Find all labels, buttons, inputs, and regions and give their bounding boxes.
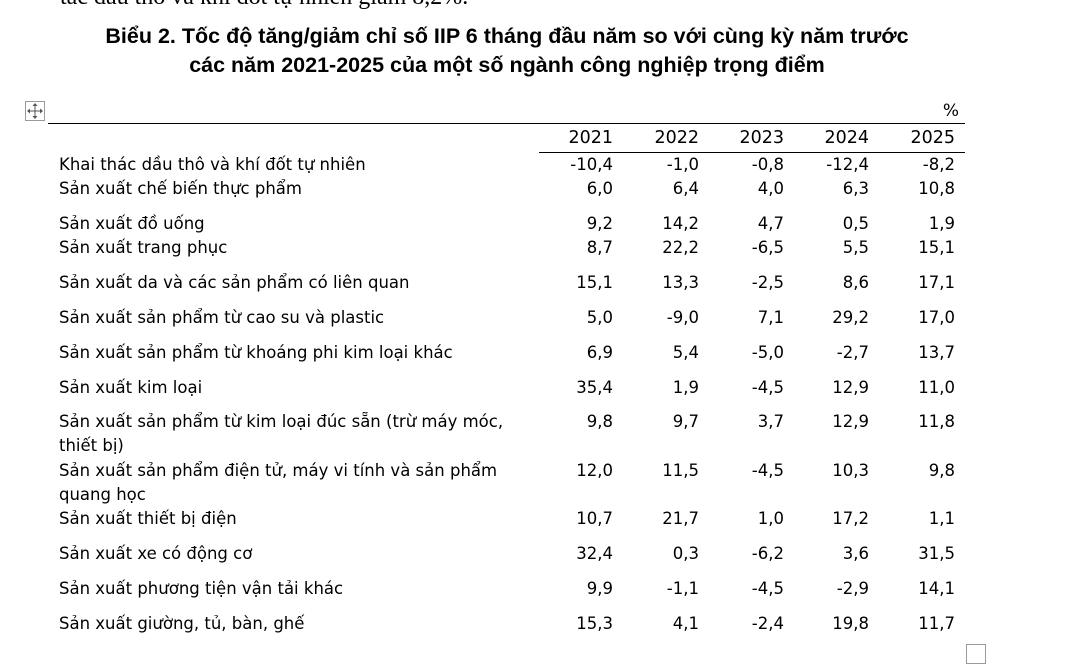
row-label: Khai thác dầu thô và khí đốt tự nhiên [59,155,366,174]
cell-2025: 9,8 [928,461,955,480]
four-way-arrow-icon [27,103,43,119]
cell-2021: 9,8 [586,412,613,431]
column-header-2022: 2022 [654,128,699,148]
cell-2023: 4,7 [757,214,784,233]
cell-2021: 10,7 [576,509,613,528]
cell-2023: 1,0 [757,509,784,528]
cell-2025: 1,9 [928,214,955,233]
cell-2023: 7,1 [757,308,784,327]
cell-2022: 14,2 [662,214,699,233]
header-underline [539,152,965,153]
cell-2025: 11,8 [918,412,955,431]
cell-2024: 19,8 [832,614,869,633]
table-title-line-2: các năm 2021-2025 của một số ngành công … [189,53,825,77]
cell-2024: 12,9 [832,378,869,397]
cell-2025: -8,2 [922,155,955,174]
row-label: Sản xuất xe có động cơ [59,544,253,563]
cell-2024: 3,6 [842,544,869,563]
cell-2023: 3,7 [757,412,784,431]
cell-2022: 9,7 [672,412,699,431]
cell-2021: 8,7 [586,238,613,257]
cell-2021: 15,1 [576,273,613,292]
cell-2021: 6,0 [586,179,613,198]
cell-2025: 10,8 [918,179,955,198]
table-move-handle[interactable] [25,101,45,121]
cell-2023: 4,0 [757,179,784,198]
cell-2025: 11,7 [918,614,955,633]
cell-2024: 10,3 [832,461,869,480]
cell-2023: -2,4 [751,614,784,633]
table-title: Biểu 2. Tốc độ tăng/giảm chỉ số IIP 6 th… [0,22,1014,80]
cell-2021: 9,9 [586,579,613,598]
cell-2024: 0,5 [842,214,869,233]
cell-2022: 5,4 [672,343,699,362]
cell-2025: 17,0 [918,308,955,327]
cell-2022: -9,0 [666,308,699,327]
cell-2023: -6,5 [751,238,784,257]
cell-2025: 11,0 [918,378,955,397]
cell-2024: -2,7 [836,343,869,362]
cell-2025: 14,1 [918,579,955,598]
cell-2022: 6,4 [672,179,699,198]
row-label: Sản xuất trang phục [59,238,228,257]
row-label: Sản xuất giường, tủ, bàn, ghế [59,614,305,633]
cell-2023: -0,8 [751,155,784,174]
cell-2021: 32,4 [576,544,613,563]
cell-2024: 29,2 [832,308,869,327]
cell-2023: -5,0 [751,343,784,362]
cell-2023: -4,5 [751,378,784,397]
cell-2022: 0,3 [672,544,699,563]
cell-2024: 8,6 [842,273,869,292]
column-header-2021: 2021 [568,128,613,148]
cell-2023: -4,5 [751,579,784,598]
cell-2021: 6,9 [586,343,613,362]
cell-2023: -6,2 [751,544,784,563]
cell-2024: 5,5 [842,238,869,257]
resize-handle-icon[interactable] [966,644,986,664]
cell-2021: 35,4 [576,378,613,397]
cell-2021: -10,4 [570,155,613,174]
table-title-line-1: Biểu 2. Tốc độ tăng/giảm chỉ số IIP 6 th… [105,24,909,48]
cell-2025: 17,1 [918,273,955,292]
cell-2022: 13,3 [662,273,699,292]
cell-2024: -2,9 [836,579,869,598]
row-label: Sản xuất sản phẩm từ cao su và plastic [59,308,385,327]
row-label: Sản xuất chế biến thực phẩm [59,179,302,198]
cell-2021: 5,0 [586,308,613,327]
cell-2023: -2,5 [751,273,784,292]
cell-2022: 1,9 [672,378,699,397]
row-label: Sản xuất sản phẩm từ kim loại đúc sẵn (t… [59,412,504,455]
cell-2022: -1,0 [666,155,699,174]
cell-2024: 17,2 [832,509,869,528]
row-label: Sản xuất sản phẩm điện tử, máy vi tính v… [59,461,498,504]
cell-2025: 31,5 [918,544,955,563]
cell-2022: 21,7 [662,509,699,528]
cell-2021: 12,0 [576,461,613,480]
previous-paragraph-fragment: tác dầu thô và khí đốt tự nhiên giảm 8,2… [60,0,468,11]
cell-2022: 22,2 [662,238,699,257]
column-header-2024: 2024 [824,128,869,148]
cell-2023: -4,5 [751,461,784,480]
cell-2024: 6,3 [842,179,869,198]
row-label: Sản xuất thiết bị điện [59,509,237,528]
cell-2025: 15,1 [918,238,955,257]
unit-label: % [942,101,959,121]
column-header-2025: 2025 [910,128,955,148]
cell-2024: -12,4 [826,155,869,174]
row-label: Sản xuất kim loại [59,378,203,397]
cell-2021: 9,2 [586,214,613,233]
cell-2022: 4,1 [672,614,699,633]
row-label: Sản xuất phương tiện vận tải khác [59,579,344,598]
cell-2021: 15,3 [576,614,613,633]
cell-2025: 1,1 [928,509,955,528]
cell-2022: 11,5 [662,461,699,480]
column-header-2023: 2023 [739,128,784,148]
table-top-rule [48,123,965,124]
cell-2025: 13,7 [918,343,955,362]
cell-2022: -1,1 [666,579,699,598]
row-label: Sản xuất đồ uống [59,214,205,233]
row-label: Sản xuất da và các sản phẩm có liên quan [59,273,410,292]
cell-2024: 12,9 [832,412,869,431]
row-label: Sản xuất sản phẩm từ khoáng phi kim loại… [59,343,453,362]
